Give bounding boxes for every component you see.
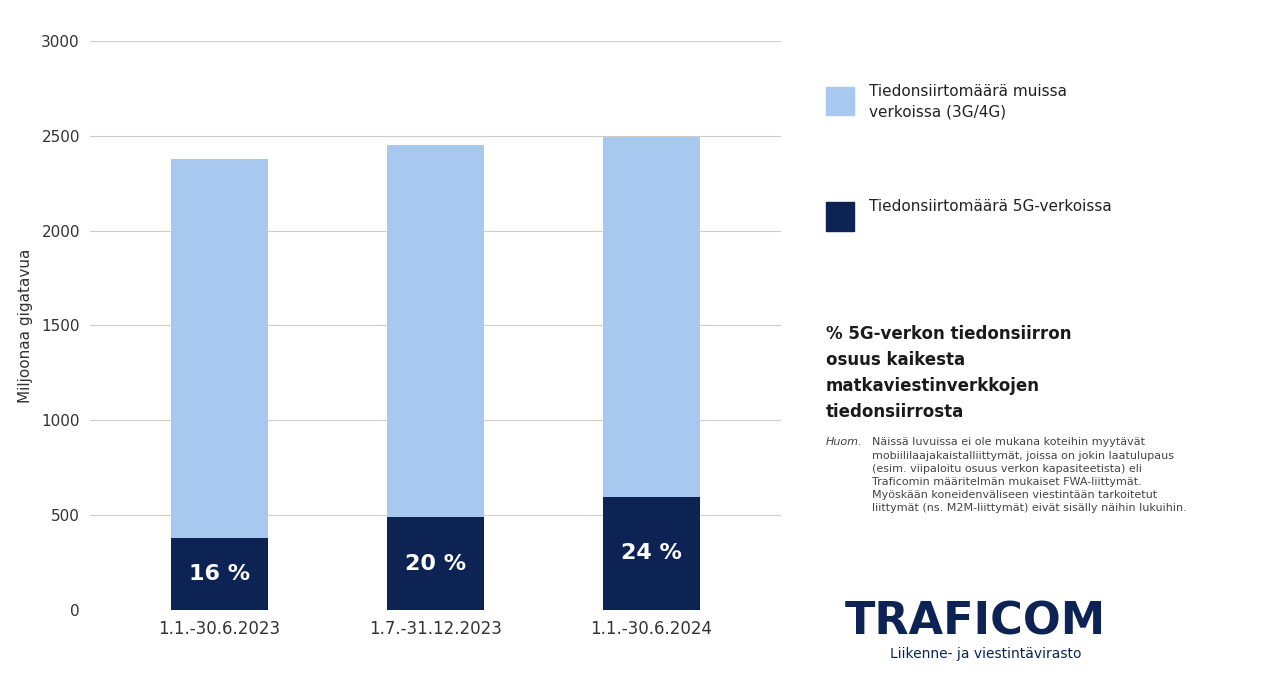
Text: 24 %: 24 % [621, 543, 682, 563]
Text: Näissä luvuissa ei ole mukana koteihin myytävät
mobiililaajakaistalliittymät, jo: Näissä luvuissa ei ole mukana koteihin m… [872, 437, 1187, 513]
Y-axis label: Miljoonaa gigatavua: Miljoonaa gigatavua [18, 248, 33, 403]
Bar [387, 517, 484, 610]
Text: Huom.: Huom. [826, 437, 863, 447]
Bar [603, 137, 700, 496]
Text: 16 %: 16 % [188, 564, 250, 584]
Bar [387, 145, 484, 517]
Bar [603, 496, 700, 610]
Text: TRAFICOM: TRAFICOM [845, 600, 1106, 643]
Text: 20 %: 20 % [404, 554, 466, 574]
Bar [170, 159, 268, 538]
Bar [170, 538, 268, 610]
Text: Tiedonsiirtomäärä 5G-verkoissa: Tiedonsiirtomäärä 5G-verkoissa [869, 199, 1112, 214]
Text: % 5G-verkon tiedonsiirron
osuus kaikesta
matkaviestinverkkojen
tiedonsiirrosta: % 5G-verkon tiedonsiirron osuus kaikesta… [826, 325, 1071, 420]
Text: Liikenne- ja viestintävirasto: Liikenne- ja viestintävirasto [890, 647, 1082, 662]
Text: Tiedonsiirtomäärä muissa
verkoissa (3G/4G): Tiedonsiirtomäärä muissa verkoissa (3G/4… [869, 83, 1068, 120]
